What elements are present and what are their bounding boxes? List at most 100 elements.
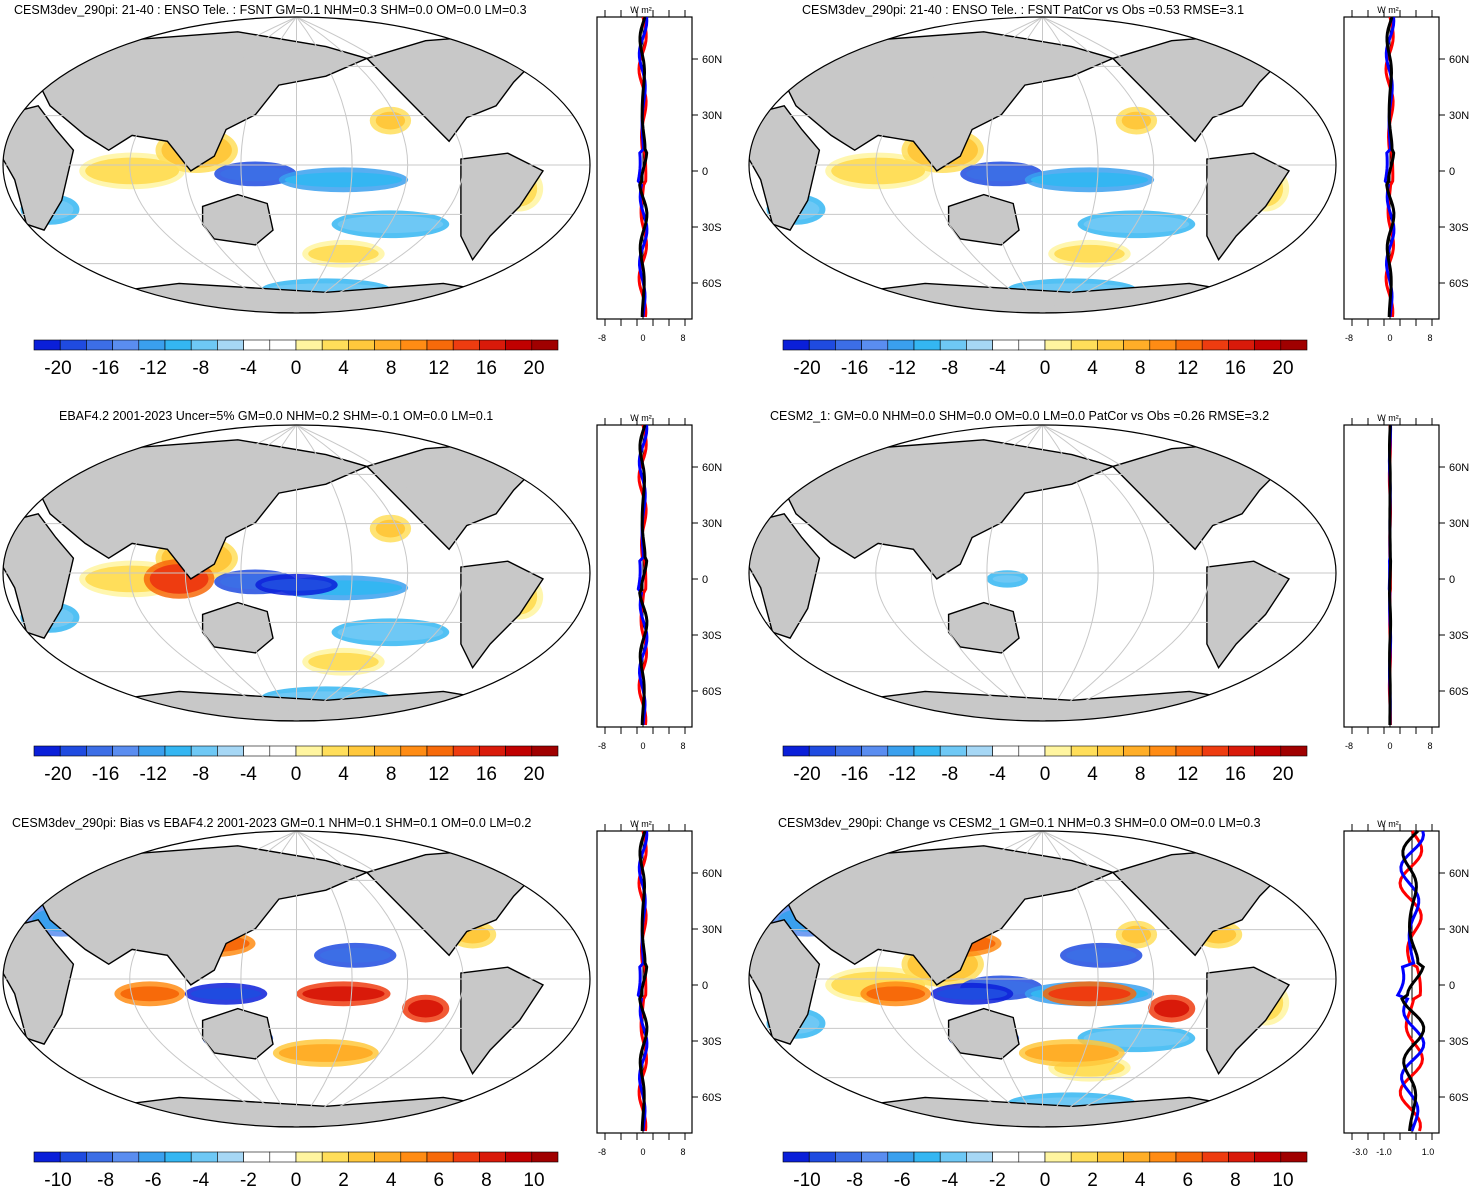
colorbar-label: 12 <box>1177 764 1198 785</box>
graticule-meridian <box>930 831 1043 1127</box>
colorbar-swatch <box>1254 339 1282 351</box>
land-africa <box>749 919 821 1045</box>
latitude-label: 30S <box>702 222 722 234</box>
panel-change: CESM3dev_290pi: Change vs CESM2_1 GM=0.1… <box>745 812 1483 1187</box>
colorbar-swatch <box>505 1151 533 1163</box>
colorbar-swatch <box>992 1151 1020 1163</box>
map-outline <box>2 16 591 314</box>
profile-red-curve <box>1398 830 1425 1132</box>
colorbar-swatch <box>1044 339 1072 351</box>
land-greenland <box>1288 28 1320 60</box>
colorbar-swatch <box>400 1151 428 1163</box>
colorbar-label: 0 <box>291 358 302 379</box>
colorbar-swatch <box>1123 1151 1151 1163</box>
colorbar-swatch <box>531 339 559 351</box>
colorbar-swatch <box>861 339 889 351</box>
panel-title: CESM3dev_290pi: 21-40 : ENSO Tele. : FSN… <box>802 3 1245 17</box>
colorbar-swatch <box>295 1151 323 1163</box>
colorbar-swatch <box>782 745 810 757</box>
land-south-america <box>460 152 545 262</box>
colorbar-label: -20 <box>44 358 71 379</box>
colorbar-swatch <box>86 1151 113 1163</box>
graticule-meridian <box>986 831 1043 1127</box>
latitude-label: 30S <box>1449 1036 1469 1048</box>
colorbar-label: -12 <box>139 358 166 379</box>
land-greenland <box>1288 436 1320 468</box>
colorbar-swatch <box>321 339 349 351</box>
graticule-meridian <box>184 17 297 313</box>
map-panel-0 <box>2 16 591 314</box>
colorbar-label: -6 <box>894 1170 911 1187</box>
colorbar-swatch <box>1228 339 1255 351</box>
profile-blue-curve <box>636 16 649 318</box>
colorbar-label: 16 <box>476 358 497 379</box>
latitude-label: 30N <box>702 518 722 530</box>
colorbar-label: 12 <box>428 358 449 379</box>
colorbar-swatch <box>426 1151 454 1163</box>
graticule-meridian <box>296 17 409 313</box>
panel-model-fsnt: CESM3dev_290pi: 21-40 : ENSO Tele. : FSN… <box>0 0 740 395</box>
colorbar-swatch <box>138 1151 166 1163</box>
profile-x-label: 0 <box>1387 333 1392 343</box>
warm-anomaly-indian <box>866 986 926 1002</box>
colorbar-swatch <box>348 339 375 351</box>
colorbar-label: -20 <box>793 358 820 379</box>
graticule-meridian <box>1042 17 1099 313</box>
colorbar-swatch <box>190 339 218 351</box>
colorbar-label: -8 <box>846 1170 863 1187</box>
colorbar-swatch <box>86 339 113 351</box>
colorbar-label: -4 <box>989 358 1006 379</box>
colorbar-swatch <box>164 745 192 757</box>
warm-anomaly-south <box>1054 244 1125 263</box>
colorbar-swatch <box>400 745 428 757</box>
zonal-profile-0: W m² 60N 30N 0 30S 60S -8 0 8 <box>596 5 722 343</box>
map-outline <box>2 830 591 1128</box>
colorbar-label: 10 <box>1272 1170 1293 1187</box>
colorbar-swatch <box>1123 339 1151 351</box>
latitude-label: 30S <box>1449 222 1469 234</box>
land-greenland <box>542 28 574 60</box>
colorbar-swatch <box>887 745 915 757</box>
panel-model-patcor: CESM3dev_290pi: 21-40 : ENSO Tele. : FSN… <box>745 0 1483 395</box>
weak-cool-anomaly <box>992 575 1022 583</box>
colorbar-swatch <box>913 1151 941 1163</box>
cool-anomaly-equatorial <box>190 987 262 1000</box>
colorbar-swatch <box>479 745 506 757</box>
latitude-label: 30N <box>1449 924 1469 936</box>
colorbar-label: 2 <box>338 1170 349 1187</box>
colorbar-swatch <box>33 339 61 351</box>
colorbar-swatch <box>861 1151 889 1163</box>
colorbar-label: -4 <box>941 1170 958 1187</box>
profile-blue-curve <box>1383 16 1396 318</box>
latitude-label: 60S <box>702 1092 722 1104</box>
profile-x-label: -8 <box>598 741 606 751</box>
colorbar-swatch <box>808 339 836 351</box>
colorbar-swatch <box>782 339 810 351</box>
colorbar-swatch <box>939 339 967 351</box>
panel-title: CESM3dev_290pi: Bias vs EBAF4.2 2001-202… <box>12 816 532 830</box>
latitude-label: 0 <box>702 980 708 992</box>
colorbar-label: -20 <box>44 764 71 785</box>
graticule-meridian <box>240 17 297 313</box>
map-panel-5 <box>748 830 1337 1128</box>
colorbar-label: 4 <box>338 764 349 785</box>
colorbar-label: -8 <box>192 764 209 785</box>
warm-anomaly-central-pacific <box>302 986 385 1002</box>
units-label: W m² <box>630 819 652 829</box>
colorbar-label: -12 <box>139 764 166 785</box>
land-australia <box>947 1007 1020 1060</box>
colorbar-swatch <box>243 339 271 351</box>
graticule-meridian <box>875 831 1043 1127</box>
profile-x-label: -8 <box>598 333 606 343</box>
graticule-meridian <box>240 425 297 721</box>
colorbar-swatch <box>1201 1151 1229 1163</box>
graticule-meridian <box>296 17 353 313</box>
colorbar-swatch <box>86 745 113 757</box>
colorbar-swatch <box>33 1151 61 1163</box>
colorbar-label: 4 <box>1135 1170 1146 1187</box>
graticule-meridian <box>129 831 297 1127</box>
cool-anomaly-north-pacific <box>319 947 391 963</box>
colorbar-swatch <box>1097 339 1124 351</box>
panel-title: CESM2_1: GM=0.0 NHM=0.0 SHM=0.0 OM=0.0 L… <box>770 409 1270 423</box>
colorbar-swatch <box>808 1151 836 1163</box>
